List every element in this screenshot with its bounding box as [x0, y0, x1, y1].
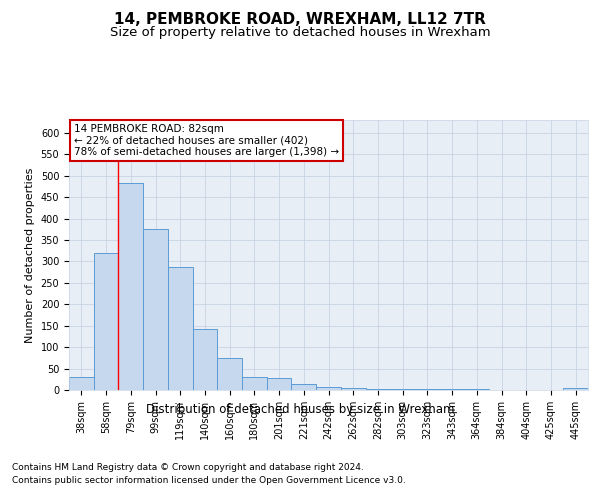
- Text: Contains HM Land Registry data © Crown copyright and database right 2024.: Contains HM Land Registry data © Crown c…: [12, 462, 364, 471]
- Bar: [168, 266, 193, 390]
- Bar: [440, 388, 464, 390]
- Bar: [267, 378, 292, 390]
- Bar: [390, 388, 415, 390]
- Bar: [563, 388, 588, 390]
- Text: Size of property relative to detached houses in Wrexham: Size of property relative to detached ho…: [110, 26, 490, 39]
- Text: 14, PEMBROKE ROAD, WREXHAM, LL12 7TR: 14, PEMBROKE ROAD, WREXHAM, LL12 7TR: [114, 12, 486, 28]
- Bar: [316, 386, 341, 390]
- Y-axis label: Number of detached properties: Number of detached properties: [25, 168, 35, 342]
- Bar: [415, 388, 440, 390]
- Bar: [143, 230, 168, 390]
- Text: Contains public sector information licensed under the Open Government Licence v3: Contains public sector information licen…: [12, 476, 406, 485]
- Bar: [341, 388, 365, 390]
- Bar: [193, 328, 217, 390]
- Bar: [69, 377, 94, 390]
- Bar: [365, 388, 390, 390]
- Bar: [118, 183, 143, 390]
- Bar: [292, 384, 316, 390]
- Bar: [94, 253, 118, 390]
- Text: Distribution of detached houses by size in Wrexham: Distribution of detached houses by size …: [146, 402, 454, 415]
- Bar: [464, 388, 489, 390]
- Bar: [217, 358, 242, 390]
- Bar: [242, 377, 267, 390]
- Text: 14 PEMBROKE ROAD: 82sqm
← 22% of detached houses are smaller (402)
78% of semi-d: 14 PEMBROKE ROAD: 82sqm ← 22% of detache…: [74, 124, 340, 157]
